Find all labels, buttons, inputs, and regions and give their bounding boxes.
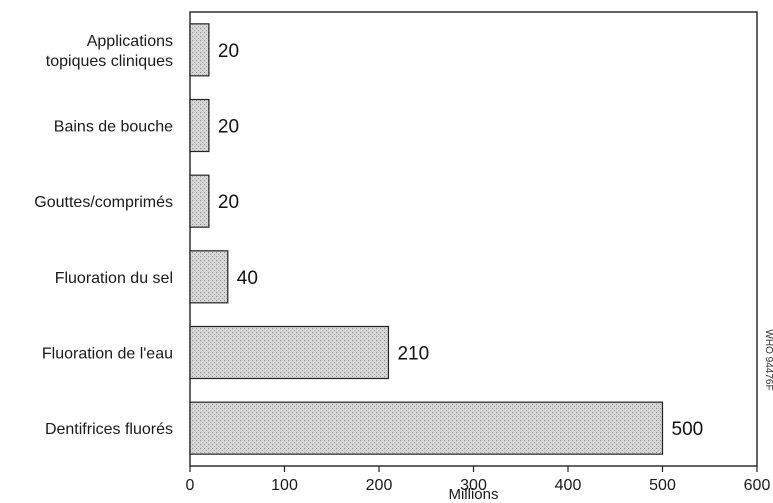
bar <box>189 250 229 304</box>
category-label: Applications <box>87 33 173 50</box>
bar <box>189 325 390 380</box>
category-label: Fluoration du sel <box>55 270 173 287</box>
bar <box>189 401 664 455</box>
category-label: Gouttes/comprimés <box>34 194 173 211</box>
category-label: Dentifrices fluorés <box>45 421 173 438</box>
category-label: Bains de bouche <box>54 119 173 136</box>
x-axis: 0 100 200 300 400 500 600 <box>186 466 771 494</box>
x-tick-label: 200 <box>366 477 393 494</box>
value-labels: 20 20 20 40 210 500 <box>218 41 703 440</box>
bar <box>189 174 210 228</box>
x-tick-label: 100 <box>271 477 298 494</box>
bar-value-label: 20 <box>218 41 239 62</box>
x-tick-label: 0 <box>186 477 195 494</box>
bar <box>189 23 210 77</box>
category-label: topiques cliniques <box>46 53 173 70</box>
plot-border <box>189 11 758 467</box>
x-tick-label: 400 <box>555 477 582 494</box>
bar-value-label: 40 <box>237 268 258 289</box>
figure-code-label: WHO 94476F <box>763 329 773 390</box>
bar-value-label: 20 <box>218 117 239 138</box>
x-tick-label: 600 <box>744 477 771 494</box>
x-axis-title: Millions <box>448 486 498 503</box>
bar-value-label: 500 <box>672 419 704 440</box>
plot-frame <box>189 11 758 467</box>
x-tick-label: 500 <box>649 477 676 494</box>
bar <box>189 98 210 153</box>
bar-value-label: 210 <box>397 344 429 365</box>
category-label: Fluoration de l'eau <box>42 346 173 363</box>
x-tick-label: 300 <box>460 477 487 494</box>
bars <box>189 23 664 455</box>
category-labels: Applications topiques cliniques Bains de b… <box>34 33 173 438</box>
bar-value-label: 20 <box>218 192 239 213</box>
